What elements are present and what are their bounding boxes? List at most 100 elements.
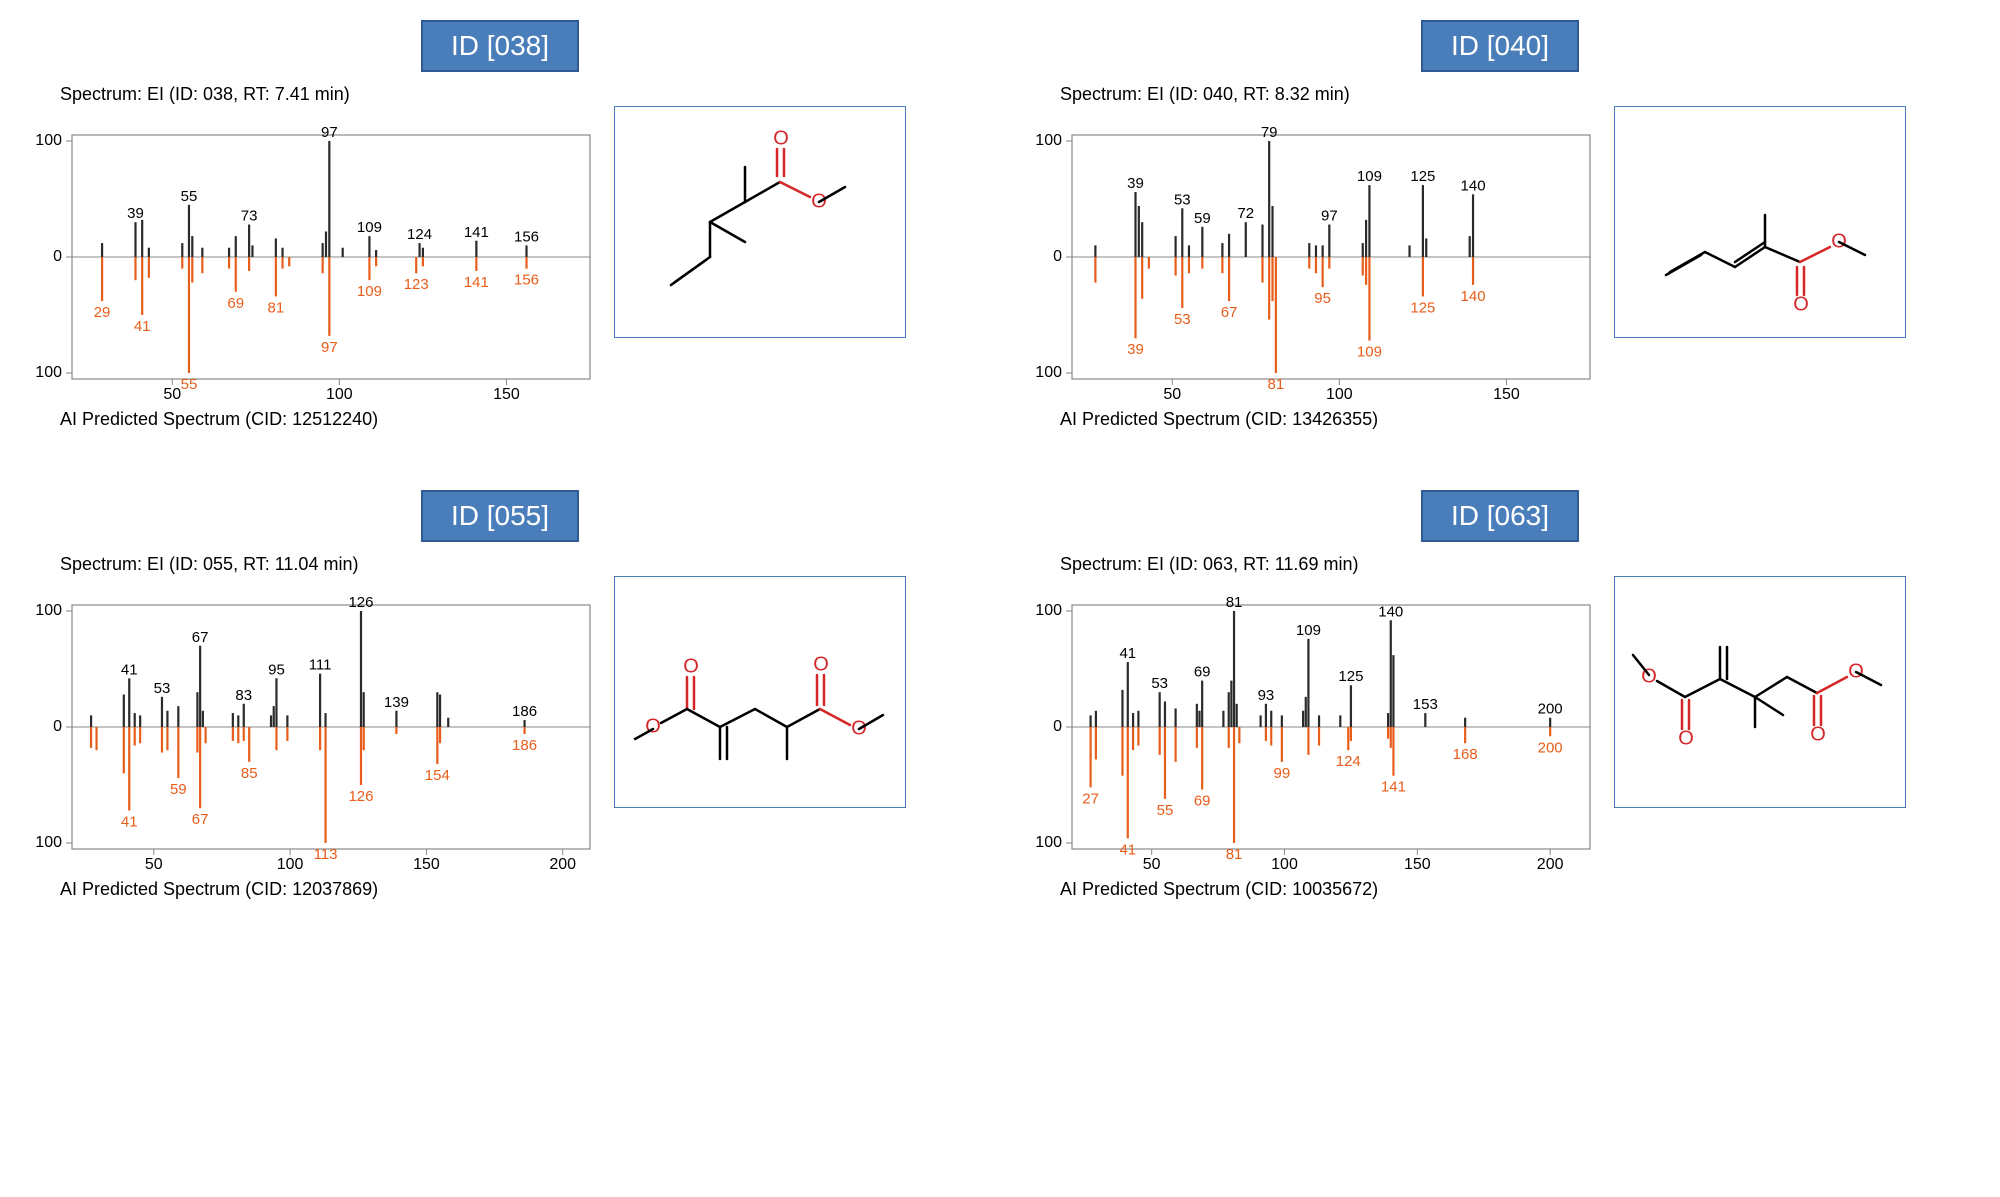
svg-text:109: 109 (1357, 168, 1382, 185)
spectrum-panel: ID [063] Spectrum: EI (ID: 063, RT: 11.69… (1020, 490, 1980, 900)
svg-text:109: 109 (357, 283, 382, 300)
svg-text:53: 53 (154, 680, 171, 697)
svg-text:39: 39 (1127, 341, 1144, 358)
predicted-spectrum-title: AI Predicted Spectrum (CID: 10035672) (1060, 879, 1600, 900)
svg-text:81: 81 (1268, 376, 1285, 393)
chart-wrap: Spectrum: EI (ID: 038, RT: 7.41 min) 0 100… (20, 84, 600, 430)
svg-text:72: 72 (1237, 205, 1254, 222)
panel-id-badge: ID [040] (1421, 20, 1579, 72)
svg-text:100: 100 (1326, 386, 1353, 403)
svg-text:O: O (773, 127, 789, 149)
svg-text:67: 67 (1221, 304, 1238, 321)
svg-text:123: 123 (404, 276, 429, 293)
svg-text:59: 59 (170, 781, 187, 798)
svg-text:41: 41 (121, 661, 138, 678)
svg-text:126: 126 (348, 594, 373, 611)
svg-text:53: 53 (1151, 675, 1168, 692)
panel-id-badge: ID [055] (421, 490, 579, 542)
molecule-structure-icon: OO (1615, 107, 1905, 337)
spectrum-title: Spectrum: EI (ID: 055, RT: 11.04 min) (60, 554, 600, 575)
svg-text:O: O (645, 715, 661, 737)
svg-text:124: 124 (1336, 753, 1361, 770)
svg-text:81: 81 (1226, 846, 1243, 863)
panel-id-badge: ID [038] (421, 20, 579, 72)
panel-id-badge: ID [063] (1421, 490, 1579, 542)
svg-text:55: 55 (181, 188, 198, 205)
svg-text:186: 186 (512, 703, 537, 720)
svg-text:79: 79 (1261, 124, 1278, 141)
svg-text:140: 140 (1378, 603, 1403, 620)
svg-text:100: 100 (277, 856, 304, 873)
svg-text:113: 113 (314, 846, 338, 863)
svg-text:109: 109 (1357, 344, 1382, 361)
svg-text:50: 50 (163, 386, 181, 403)
svg-text:53: 53 (1174, 191, 1191, 208)
structure-box: OOOO (614, 576, 906, 808)
svg-text:109: 109 (1296, 622, 1321, 639)
spectrum-title: Spectrum: EI (ID: 040, RT: 8.32 min) (1060, 84, 1600, 105)
structure-box: OO (614, 106, 906, 338)
predicted-spectrum-title: AI Predicted Spectrum (CID: 12512240) (60, 409, 600, 430)
svg-text:139: 139 (384, 694, 409, 711)
chart-wrap: Spectrum: EI (ID: 063, RT: 11.69 min) 0 10… (1020, 554, 1600, 900)
svg-text:59: 59 (1194, 210, 1211, 227)
svg-text:100: 100 (1271, 856, 1298, 873)
svg-text:29: 29 (94, 304, 111, 321)
svg-text:150: 150 (1404, 856, 1431, 873)
svg-text:0: 0 (1053, 718, 1062, 735)
svg-text:67: 67 (192, 629, 209, 646)
svg-text:200: 200 (1537, 856, 1564, 873)
svg-text:50: 50 (145, 856, 163, 873)
svg-text:124: 124 (407, 226, 432, 243)
svg-text:111: 111 (309, 657, 332, 674)
svg-text:100: 100 (1035, 602, 1062, 619)
panel-body: Spectrum: EI (ID: 055, RT: 11.04 min) 0 10… (20, 554, 980, 900)
svg-text:150: 150 (1493, 386, 1520, 403)
svg-text:69: 69 (227, 295, 244, 312)
svg-text:97: 97 (321, 124, 338, 141)
svg-text:69: 69 (1194, 793, 1211, 810)
svg-text:150: 150 (493, 386, 520, 403)
svg-text:100: 100 (35, 364, 62, 381)
svg-text:81: 81 (1226, 594, 1243, 611)
svg-text:41: 41 (1119, 841, 1136, 858)
svg-text:83: 83 (235, 687, 252, 704)
svg-text:67: 67 (192, 811, 209, 828)
spectrum-title: Spectrum: EI (ID: 038, RT: 7.41 min) (60, 84, 600, 105)
chart-wrap: Spectrum: EI (ID: 040, RT: 8.32 min) 0 100… (1020, 84, 1600, 430)
panel-body: Spectrum: EI (ID: 063, RT: 11.69 min) 0 10… (1020, 554, 1980, 900)
svg-text:50: 50 (1143, 856, 1161, 873)
svg-text:53: 53 (1174, 311, 1191, 328)
svg-text:100: 100 (1035, 364, 1062, 381)
mirror-spectrum-chart: 0100100501001503955739710912414115629415… (20, 107, 600, 407)
svg-text:39: 39 (1127, 175, 1144, 192)
svg-text:81: 81 (268, 299, 285, 316)
svg-text:99: 99 (1274, 765, 1291, 782)
svg-text:0: 0 (1053, 248, 1062, 265)
svg-text:100: 100 (35, 132, 62, 149)
spectrum-panel: ID [055] Spectrum: EI (ID: 055, RT: 11.04… (20, 490, 980, 900)
svg-text:55: 55 (181, 376, 198, 393)
svg-text:109: 109 (357, 219, 382, 236)
structure-box: OO (1614, 106, 1906, 338)
svg-text:39: 39 (127, 205, 144, 222)
svg-text:153: 153 (1413, 696, 1438, 713)
svg-text:0: 0 (53, 248, 62, 265)
molecule-structure-icon: OOOO (615, 577, 905, 807)
svg-text:73: 73 (241, 208, 258, 225)
svg-text:0: 0 (53, 718, 62, 735)
svg-text:156: 156 (514, 272, 539, 289)
svg-text:100: 100 (326, 386, 353, 403)
svg-text:55: 55 (1157, 802, 1174, 819)
svg-text:125: 125 (1338, 668, 1363, 685)
svg-text:97: 97 (1321, 208, 1338, 225)
svg-text:125: 125 (1410, 168, 1435, 185)
svg-text:141: 141 (1381, 779, 1406, 796)
chart-wrap: Spectrum: EI (ID: 055, RT: 11.04 min) 0 10… (20, 554, 600, 900)
svg-text:O: O (683, 655, 699, 677)
panel-body: Spectrum: EI (ID: 038, RT: 7.41 min) 0 100… (20, 84, 980, 430)
svg-text:O: O (1793, 293, 1809, 315)
spectrum-title: Spectrum: EI (ID: 063, RT: 11.69 min) (1060, 554, 1600, 575)
svg-text:69: 69 (1194, 664, 1211, 681)
svg-text:200: 200 (1538, 739, 1563, 756)
